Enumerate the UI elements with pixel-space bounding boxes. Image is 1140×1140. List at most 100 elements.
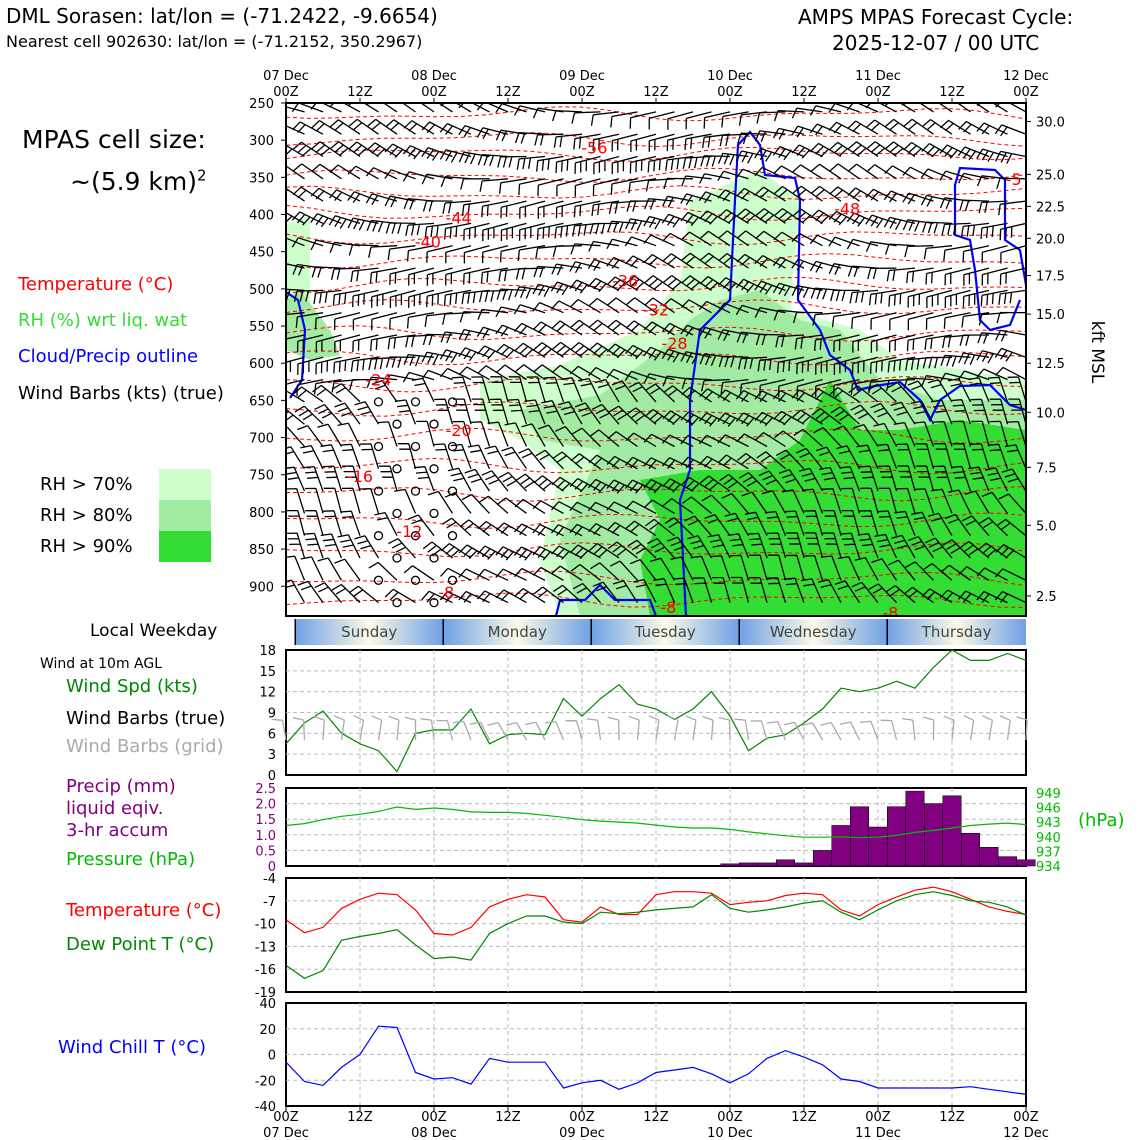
wind-barb — [370, 334, 398, 351]
calm-wind-circle — [429, 553, 439, 563]
wind-barb — [833, 425, 861, 447]
wind-barb — [822, 532, 842, 559]
wind-barb — [681, 175, 712, 187]
surface-wind-barb — [666, 689, 693, 699]
grid-wind-barb-group — [487, 721, 509, 741]
wind-barb — [627, 539, 657, 559]
pressure-tick-label: 850 — [249, 543, 274, 558]
grid-wind-barb-group — [388, 715, 400, 741]
wind-barb — [286, 532, 306, 559]
grid-wind-barb-group — [766, 720, 787, 741]
grid-wind-barb-group — [734, 718, 750, 741]
wind-barb — [479, 495, 509, 514]
panel-ytick-label: -7 — [263, 895, 276, 910]
top-tick-hour: 12Z — [643, 85, 669, 100]
grid-wind-barb — [404, 716, 417, 740]
cell-size-line2: ~(5.9 km)2 — [70, 167, 207, 197]
wind-barb — [847, 120, 879, 135]
wind-barb — [314, 582, 342, 604]
wind-barb — [729, 554, 750, 581]
wind-barb — [905, 356, 934, 371]
top-tick-date: 12 Dec — [1003, 69, 1049, 84]
wind-barb — [555, 155, 583, 174]
wind-barb — [476, 326, 509, 339]
wind-barb — [994, 591, 1026, 604]
wind-barb — [451, 376, 472, 403]
grid-wind-barb — [734, 718, 750, 741]
wind-barb — [735, 304, 768, 316]
wind-speed-label: Wind Spd (kts) — [66, 676, 198, 697]
top-tick-date: 11 Dec — [855, 69, 901, 84]
wind-barb — [996, 177, 1026, 189]
wind-barb — [610, 111, 638, 128]
wind-barb — [976, 103, 1008, 113]
wind-barb — [513, 322, 546, 336]
temperature-contour-label: -40 — [415, 232, 441, 251]
wind-barb — [533, 342, 564, 358]
wind-barb — [761, 490, 787, 514]
wind-barb — [911, 511, 935, 536]
wind-barb — [870, 312, 897, 330]
calm-wind-circle — [373, 441, 384, 452]
grid-wind-barb-group — [420, 718, 435, 741]
pressure-tick-label: 400 — [249, 209, 274, 224]
wind-barb — [439, 591, 472, 604]
wind-barb — [810, 209, 842, 225]
pressure-tick-label: 937 — [1036, 845, 1061, 860]
wind-barb — [756, 451, 786, 470]
rh-bin-70-label: RH > 70% — [40, 474, 133, 495]
wind-barb — [405, 334, 435, 348]
wind-barb — [869, 356, 897, 374]
wind-barb — [643, 215, 675, 230]
wind-barb — [939, 589, 971, 604]
wind-barb — [865, 188, 897, 202]
wind-barb — [922, 221, 953, 234]
precip-bar — [757, 862, 777, 867]
wind-barb — [910, 400, 935, 425]
temperature-contour — [286, 132, 1026, 148]
wind-barb — [764, 510, 787, 536]
wind-barb — [710, 555, 731, 581]
calm-wind-circle — [429, 597, 439, 608]
wind-barb — [440, 567, 472, 581]
wind-barb — [544, 376, 565, 403]
wind-barb — [359, 487, 380, 514]
wind-barb — [297, 356, 324, 375]
wind-barb — [384, 374, 416, 386]
wind-barb — [737, 132, 768, 145]
wind-barb — [354, 535, 380, 559]
wind-barb — [609, 560, 638, 581]
weekday-segment — [295, 619, 444, 645]
wind-barb — [553, 133, 583, 148]
panel-ytick-label: -16 — [255, 963, 276, 978]
panel-ytick-label: 40 — [259, 997, 276, 1012]
wind-barb — [684, 133, 712, 150]
weekday-label: Sunday — [341, 623, 397, 641]
wind-barb — [774, 430, 805, 448]
surface-wind-barb — [741, 683, 767, 698]
wind-barb — [981, 267, 1008, 286]
wind-barb — [286, 487, 306, 514]
wind-barb — [569, 501, 601, 514]
wind-barb — [680, 299, 712, 314]
wind-barb — [850, 404, 879, 425]
grid-wind-barb — [820, 721, 842, 741]
surface-wind-barb — [908, 697, 934, 708]
wind-barb — [699, 276, 731, 291]
pressure-tick-label: 500 — [249, 283, 274, 298]
wind-barb — [594, 378, 620, 403]
wind-barb — [334, 334, 361, 353]
wind-barb — [371, 379, 398, 403]
wind-barb — [416, 420, 435, 447]
bottom-tick-hour: 12Z — [939, 1110, 965, 1125]
wind-barb — [962, 245, 990, 263]
wind-barb — [643, 254, 675, 269]
wind-barb — [823, 509, 842, 536]
wind-barb — [1008, 398, 1026, 425]
wind-barb — [961, 515, 990, 537]
calm-wind-circle — [447, 486, 458, 496]
wind-barb — [803, 554, 824, 581]
wind-barb — [606, 276, 638, 291]
wind-barb — [736, 150, 768, 164]
cell-size-sup: 2 — [197, 167, 207, 185]
